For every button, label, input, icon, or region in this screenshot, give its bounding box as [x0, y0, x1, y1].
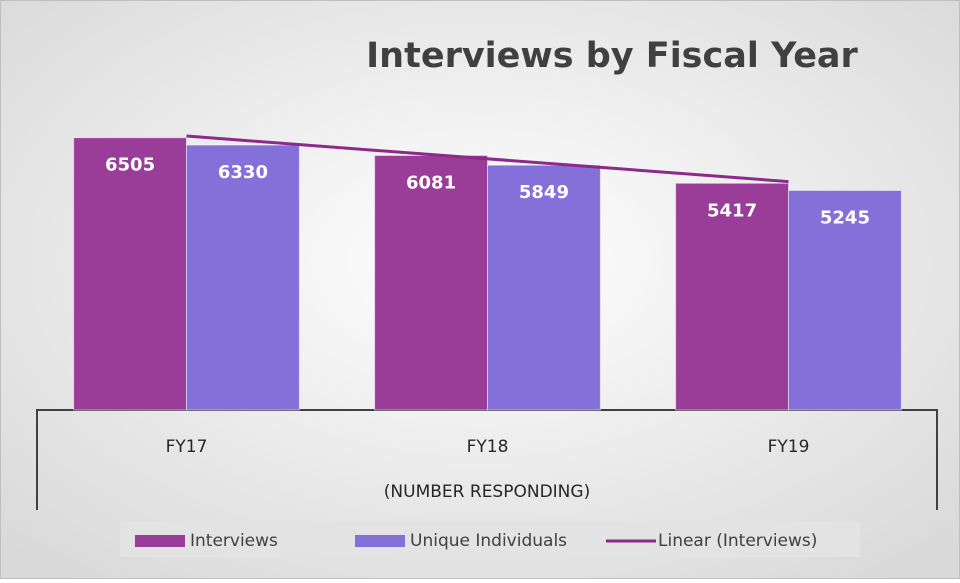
legend-label: Interviews — [190, 531, 278, 551]
bar — [675, 182, 789, 411]
x-tick-label: FY17 — [166, 437, 208, 457]
data-label: 5849 — [519, 182, 569, 203]
legend-swatch — [355, 535, 405, 547]
data-label: 6081 — [406, 172, 456, 193]
data-label: 6330 — [218, 162, 268, 183]
bar — [374, 154, 488, 411]
bar — [487, 164, 601, 411]
legend-label: Linear (Interviews) — [658, 531, 817, 551]
x-axis-title: (NUMBER RESPONDING) — [384, 482, 590, 502]
legend-label: Unique Individuals — [410, 531, 567, 551]
bar — [186, 144, 300, 411]
trendline — [186, 134, 789, 184]
data-label: 5245 — [820, 207, 870, 228]
legend — [120, 521, 860, 557]
x-tick-label: FY19 — [768, 437, 810, 457]
data-label: 5417 — [707, 200, 757, 221]
legend-swatch — [135, 535, 185, 547]
bar — [73, 137, 187, 411]
x-tick-label: FY18 — [467, 437, 509, 457]
chart-title: Interviews by Fiscal Year — [366, 36, 858, 76]
data-label: 6505 — [105, 155, 155, 176]
bar — [788, 189, 902, 411]
